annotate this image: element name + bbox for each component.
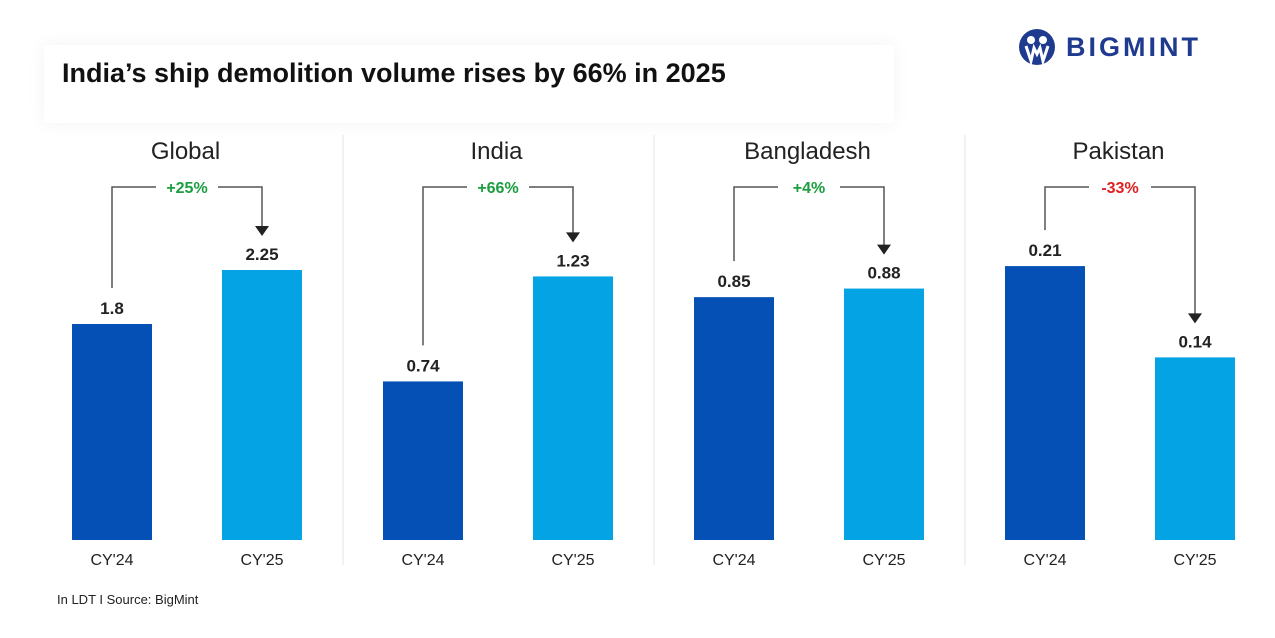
- value-label: 0.74: [406, 356, 440, 375]
- bigmint-logo: BIGMINT: [1018, 28, 1201, 66]
- value-label: 2.25: [245, 245, 278, 264]
- x-tick-label: CY'25: [240, 552, 283, 569]
- bar-cy24: [694, 297, 774, 540]
- value-label: 1.23: [556, 251, 589, 270]
- bar-cy25: [1155, 357, 1235, 540]
- change-bracket-right: [840, 186, 885, 246]
- logo-text: BIGMINT: [1066, 31, 1201, 62]
- change-label: +66%: [477, 180, 518, 197]
- change-label: +4%: [793, 180, 825, 197]
- panel-title: Global: [151, 138, 220, 165]
- change-bracket-right: [529, 186, 574, 234]
- x-tick-label: CY'24: [90, 552, 133, 569]
- arrow-down-icon: [255, 226, 269, 236]
- bar-cy24: [1005, 266, 1085, 540]
- value-label: 0.21: [1028, 241, 1061, 260]
- bar-cy24: [383, 381, 463, 540]
- arrow-down-icon: [1188, 313, 1202, 324]
- value-label: 1.8: [100, 299, 124, 318]
- panel-title: Pakistan: [1072, 138, 1164, 165]
- bar-cy25: [222, 270, 302, 540]
- panel-title: Bangladesh: [744, 138, 871, 165]
- value-label: 0.88: [867, 264, 900, 283]
- change-bracket-left: [111, 186, 156, 288]
- change-label: +25%: [166, 180, 207, 197]
- logo-icon: [1019, 29, 1055, 66]
- panel-title: India: [470, 138, 523, 165]
- x-tick-label: CY'24: [712, 552, 755, 569]
- x-tick-label: CY'24: [1023, 552, 1066, 569]
- bar-cy24: [72, 324, 152, 540]
- x-tick-label: CY'25: [862, 552, 905, 569]
- title-box: [44, 45, 894, 123]
- change-bracket-left: [422, 186, 467, 346]
- change-label: -33%: [1101, 180, 1138, 197]
- source-note: In LDT I Source: BigMint: [57, 592, 199, 607]
- arrow-down-icon: [877, 244, 891, 255]
- arrow-down-icon: [566, 232, 580, 243]
- value-label: 0.85: [717, 272, 750, 291]
- change-bracket-right: [218, 186, 263, 227]
- change-bracket-left: [1044, 186, 1089, 231]
- x-tick-label: CY'25: [551, 552, 594, 569]
- x-tick-label: CY'24: [401, 552, 444, 569]
- bar-cy25: [844, 288, 924, 540]
- change-bracket-left: [733, 186, 778, 262]
- change-bracket-right: [1151, 186, 1196, 315]
- bar-cy25: [533, 276, 613, 540]
- chart-title: India’s ship demolition volume rises by …: [62, 58, 726, 88]
- value-label: 0.14: [1178, 332, 1212, 351]
- x-tick-label: CY'25: [1173, 552, 1216, 569]
